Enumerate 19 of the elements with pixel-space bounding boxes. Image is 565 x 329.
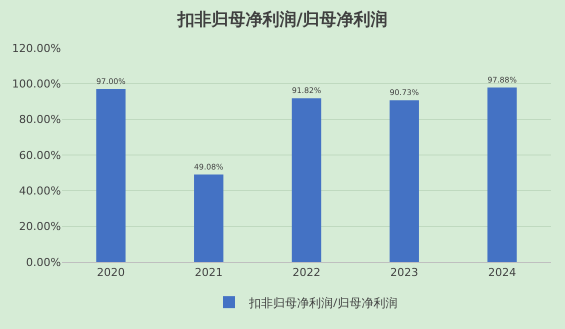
bar bbox=[194, 174, 224, 262]
x-tick-label: 2024 bbox=[488, 266, 516, 280]
bar bbox=[390, 100, 419, 262]
y-tick-label: 20.00% bbox=[19, 220, 61, 234]
x-tick-label: 2022 bbox=[292, 266, 320, 280]
y-tick-label: 40.00% bbox=[19, 184, 61, 198]
y-tick-label: 60.00% bbox=[19, 148, 61, 162]
bar bbox=[292, 98, 322, 262]
y-tick-label: 80.00% bbox=[19, 113, 61, 126]
bar bbox=[487, 87, 517, 262]
y-tick-label: 0.00% bbox=[26, 256, 61, 269]
y-tick-label: 120.00% bbox=[12, 42, 61, 55]
bar bbox=[96, 89, 126, 262]
x-tick-label: 2020 bbox=[96, 266, 125, 280]
legend-label: 扣非归母净利润/归母净利润 bbox=[248, 294, 398, 311]
y-tick-label: 100.00% bbox=[12, 78, 61, 91]
chart-title: 扣非归母净利润/归母净利润 bbox=[176, 10, 388, 30]
x-tick-label: 2023 bbox=[390, 266, 418, 280]
x-tick-label: 2021 bbox=[194, 266, 223, 280]
